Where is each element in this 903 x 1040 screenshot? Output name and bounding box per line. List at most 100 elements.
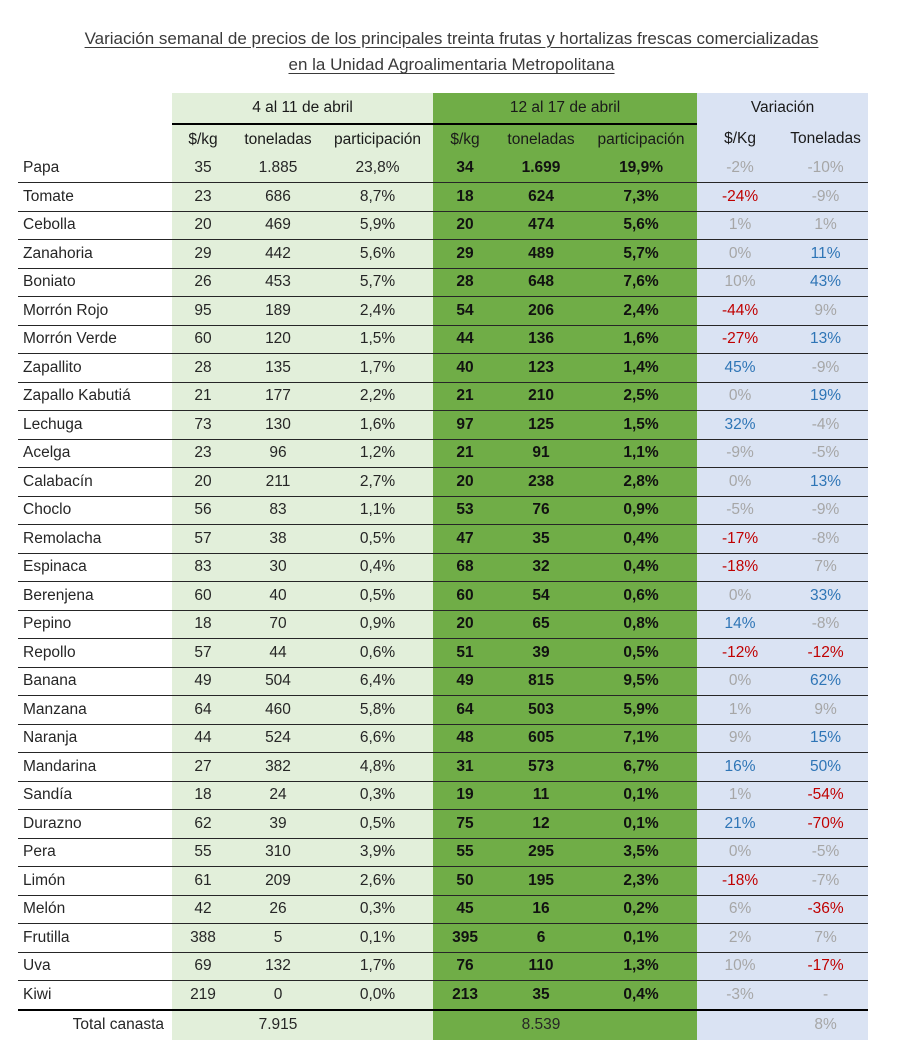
week1-share-cell: 0,1%: [322, 923, 434, 953]
product-name: Pera: [18, 838, 172, 868]
product-name: Sandía: [18, 781, 172, 811]
week2-share-cell: 3,5%: [585, 838, 698, 868]
product-name: Frutilla: [18, 923, 172, 953]
week2-share-cell: 2,5%: [585, 382, 698, 412]
week1-share-cell: 5,8%: [322, 695, 434, 725]
product-name: Banana: [18, 667, 172, 697]
week1-share-cell: 1,5%: [322, 325, 434, 355]
total-row: Total canasta 7.915 8.539 8%: [18, 1008, 869, 1040]
table-row: Limón 61 209 2,6% 50 195 2,3% -18% -7%: [18, 866, 869, 896]
variation-tons-cell: -9%: [783, 496, 869, 526]
variation-tons-cell: 1%: [783, 211, 869, 241]
variation-price-cell: 0%: [697, 667, 784, 697]
week2-price-cell: 64: [433, 695, 498, 725]
week1-price-cell: 18: [172, 610, 234, 640]
week1-share-cell: 5,7%: [322, 268, 434, 298]
week2-price-cell: 18: [433, 182, 498, 212]
week1-price-cell: 388: [172, 923, 234, 953]
product-name: Repollo: [18, 638, 172, 668]
week2-price-cell: 97: [433, 410, 498, 440]
group-header-row: 4 al 11 de abril 12 al 17 de abril Varia…: [18, 92, 869, 125]
week1-price-cell: 28: [172, 353, 234, 383]
week1-share-cell: 3,9%: [322, 838, 434, 868]
table-row: Calabacín 20 211 2,7% 20 238 2,8% 0% 13%: [18, 467, 869, 497]
week1-share-cell: 1,1%: [322, 496, 434, 526]
week1-price-cell: 60: [172, 325, 234, 355]
table-row: Acelga 23 96 1,2% 21 91 1,1% -9% -5%: [18, 439, 869, 469]
week2-tons-cell: 474: [497, 211, 586, 241]
week1-share-cell: 2,6%: [322, 866, 434, 896]
week2-share-cell: 2,8%: [585, 467, 698, 497]
variation-price-cell: 2%: [697, 923, 784, 953]
total-week1-price-empty: [172, 1008, 234, 1040]
week2-price-cell: 20: [433, 467, 498, 497]
week1-price-cell: 61: [172, 866, 234, 896]
week2-share-cell: 1,6%: [585, 325, 698, 355]
week2-price-cell: 45: [433, 895, 498, 925]
variation-tons-cell: -: [783, 980, 869, 1011]
variation-tons-cell: 13%: [783, 325, 869, 355]
product-name: Limón: [18, 866, 172, 896]
table-row: Mandarina 27 382 4,8% 31 573 6,7% 16% 50…: [18, 752, 869, 782]
corner-empty-cell: [18, 93, 172, 124]
product-name: Kiwi: [18, 980, 172, 1011]
week1-tons-cell: 38: [234, 524, 322, 554]
variation-price-cell: 9%: [697, 724, 784, 754]
total-week2-tons: 8.539: [497, 1008, 586, 1040]
week2-price-cell: 20: [433, 610, 498, 640]
week1-share-cell: 23,8%: [322, 154, 434, 184]
variation-tons-cell: -8%: [783, 524, 869, 554]
variation-tons-cell: -9%: [783, 182, 869, 212]
week2-price-cell: 47: [433, 524, 498, 554]
week2-share-cell: 2,4%: [585, 296, 698, 326]
week1-tons-cell: 209: [234, 866, 322, 896]
variation-price-cell: -9%: [697, 439, 784, 469]
week1-price-cell: 56: [172, 496, 234, 526]
week1-tons-cell: 310: [234, 838, 322, 868]
week1-price-cell: 62: [172, 809, 234, 839]
week1-price-cell: 57: [172, 638, 234, 668]
table-row: Repollo 57 44 0,6% 51 39 0,5% -12% -12%: [18, 638, 869, 668]
week2-tons-cell: 35: [497, 524, 586, 554]
variation-price-cell: 0%: [697, 581, 784, 611]
variation-tons-cell: 9%: [783, 695, 869, 725]
table-row: Pera 55 310 3,9% 55 295 3,5% 0% -5%: [18, 838, 869, 868]
product-name: Remolacha: [18, 524, 172, 554]
week2-tons-cell: 624: [497, 182, 586, 212]
week2-tons-cell: 573: [497, 752, 586, 782]
total-week2-price-empty: [433, 1008, 498, 1040]
week2-tons-cell: 123: [497, 353, 586, 383]
variation-tons-cell: 7%: [783, 923, 869, 953]
week1-share-cell: 1,2%: [322, 439, 434, 469]
week2-price-cell: 34: [433, 154, 498, 184]
week2-tons-cell: 76: [497, 496, 586, 526]
week2-tons-cell: 238: [497, 467, 586, 497]
week2-share-cell: 1,3%: [585, 952, 698, 982]
week2-share-cell: 5,6%: [585, 211, 698, 241]
week1-price-cell: 69: [172, 952, 234, 982]
group-header-week2: 12 al 17 de abril: [433, 92, 698, 125]
total-variation-price-empty: [697, 1008, 784, 1040]
week1-tons-cell: 0: [234, 980, 322, 1011]
total-variation-tons: 8%: [783, 1008, 869, 1040]
variation-tons-cell: -36%: [783, 895, 869, 925]
week1-tons-cell: 177: [234, 382, 322, 412]
variation-price-cell: -18%: [697, 553, 784, 583]
variation-price-cell: 1%: [697, 211, 784, 241]
week2-share-cell: 0,2%: [585, 895, 698, 925]
table-row: Cebolla 20 469 5,9% 20 474 5,6% 1% 1%: [18, 211, 869, 241]
variation-tons-cell: 50%: [783, 752, 869, 782]
week1-share-cell: 0,3%: [322, 895, 434, 925]
week2-tons-cell: 815: [497, 667, 586, 697]
product-name: Melón: [18, 895, 172, 925]
variation-tons-cell: -7%: [783, 866, 869, 896]
week1-price-cell: 83: [172, 553, 234, 583]
subheader-week2-tons: toneladas: [497, 123, 586, 155]
variation-price-cell: -44%: [697, 296, 784, 326]
page-title-line2: en la Unidad Agroalimentaria Metropolita…: [288, 55, 615, 75]
variation-price-cell: -24%: [697, 182, 784, 212]
product-name: Cebolla: [18, 211, 172, 241]
week1-share-cell: 0,6%: [322, 638, 434, 668]
week1-tons-cell: 135: [234, 353, 322, 383]
variation-tons-cell: -12%: [783, 638, 869, 668]
